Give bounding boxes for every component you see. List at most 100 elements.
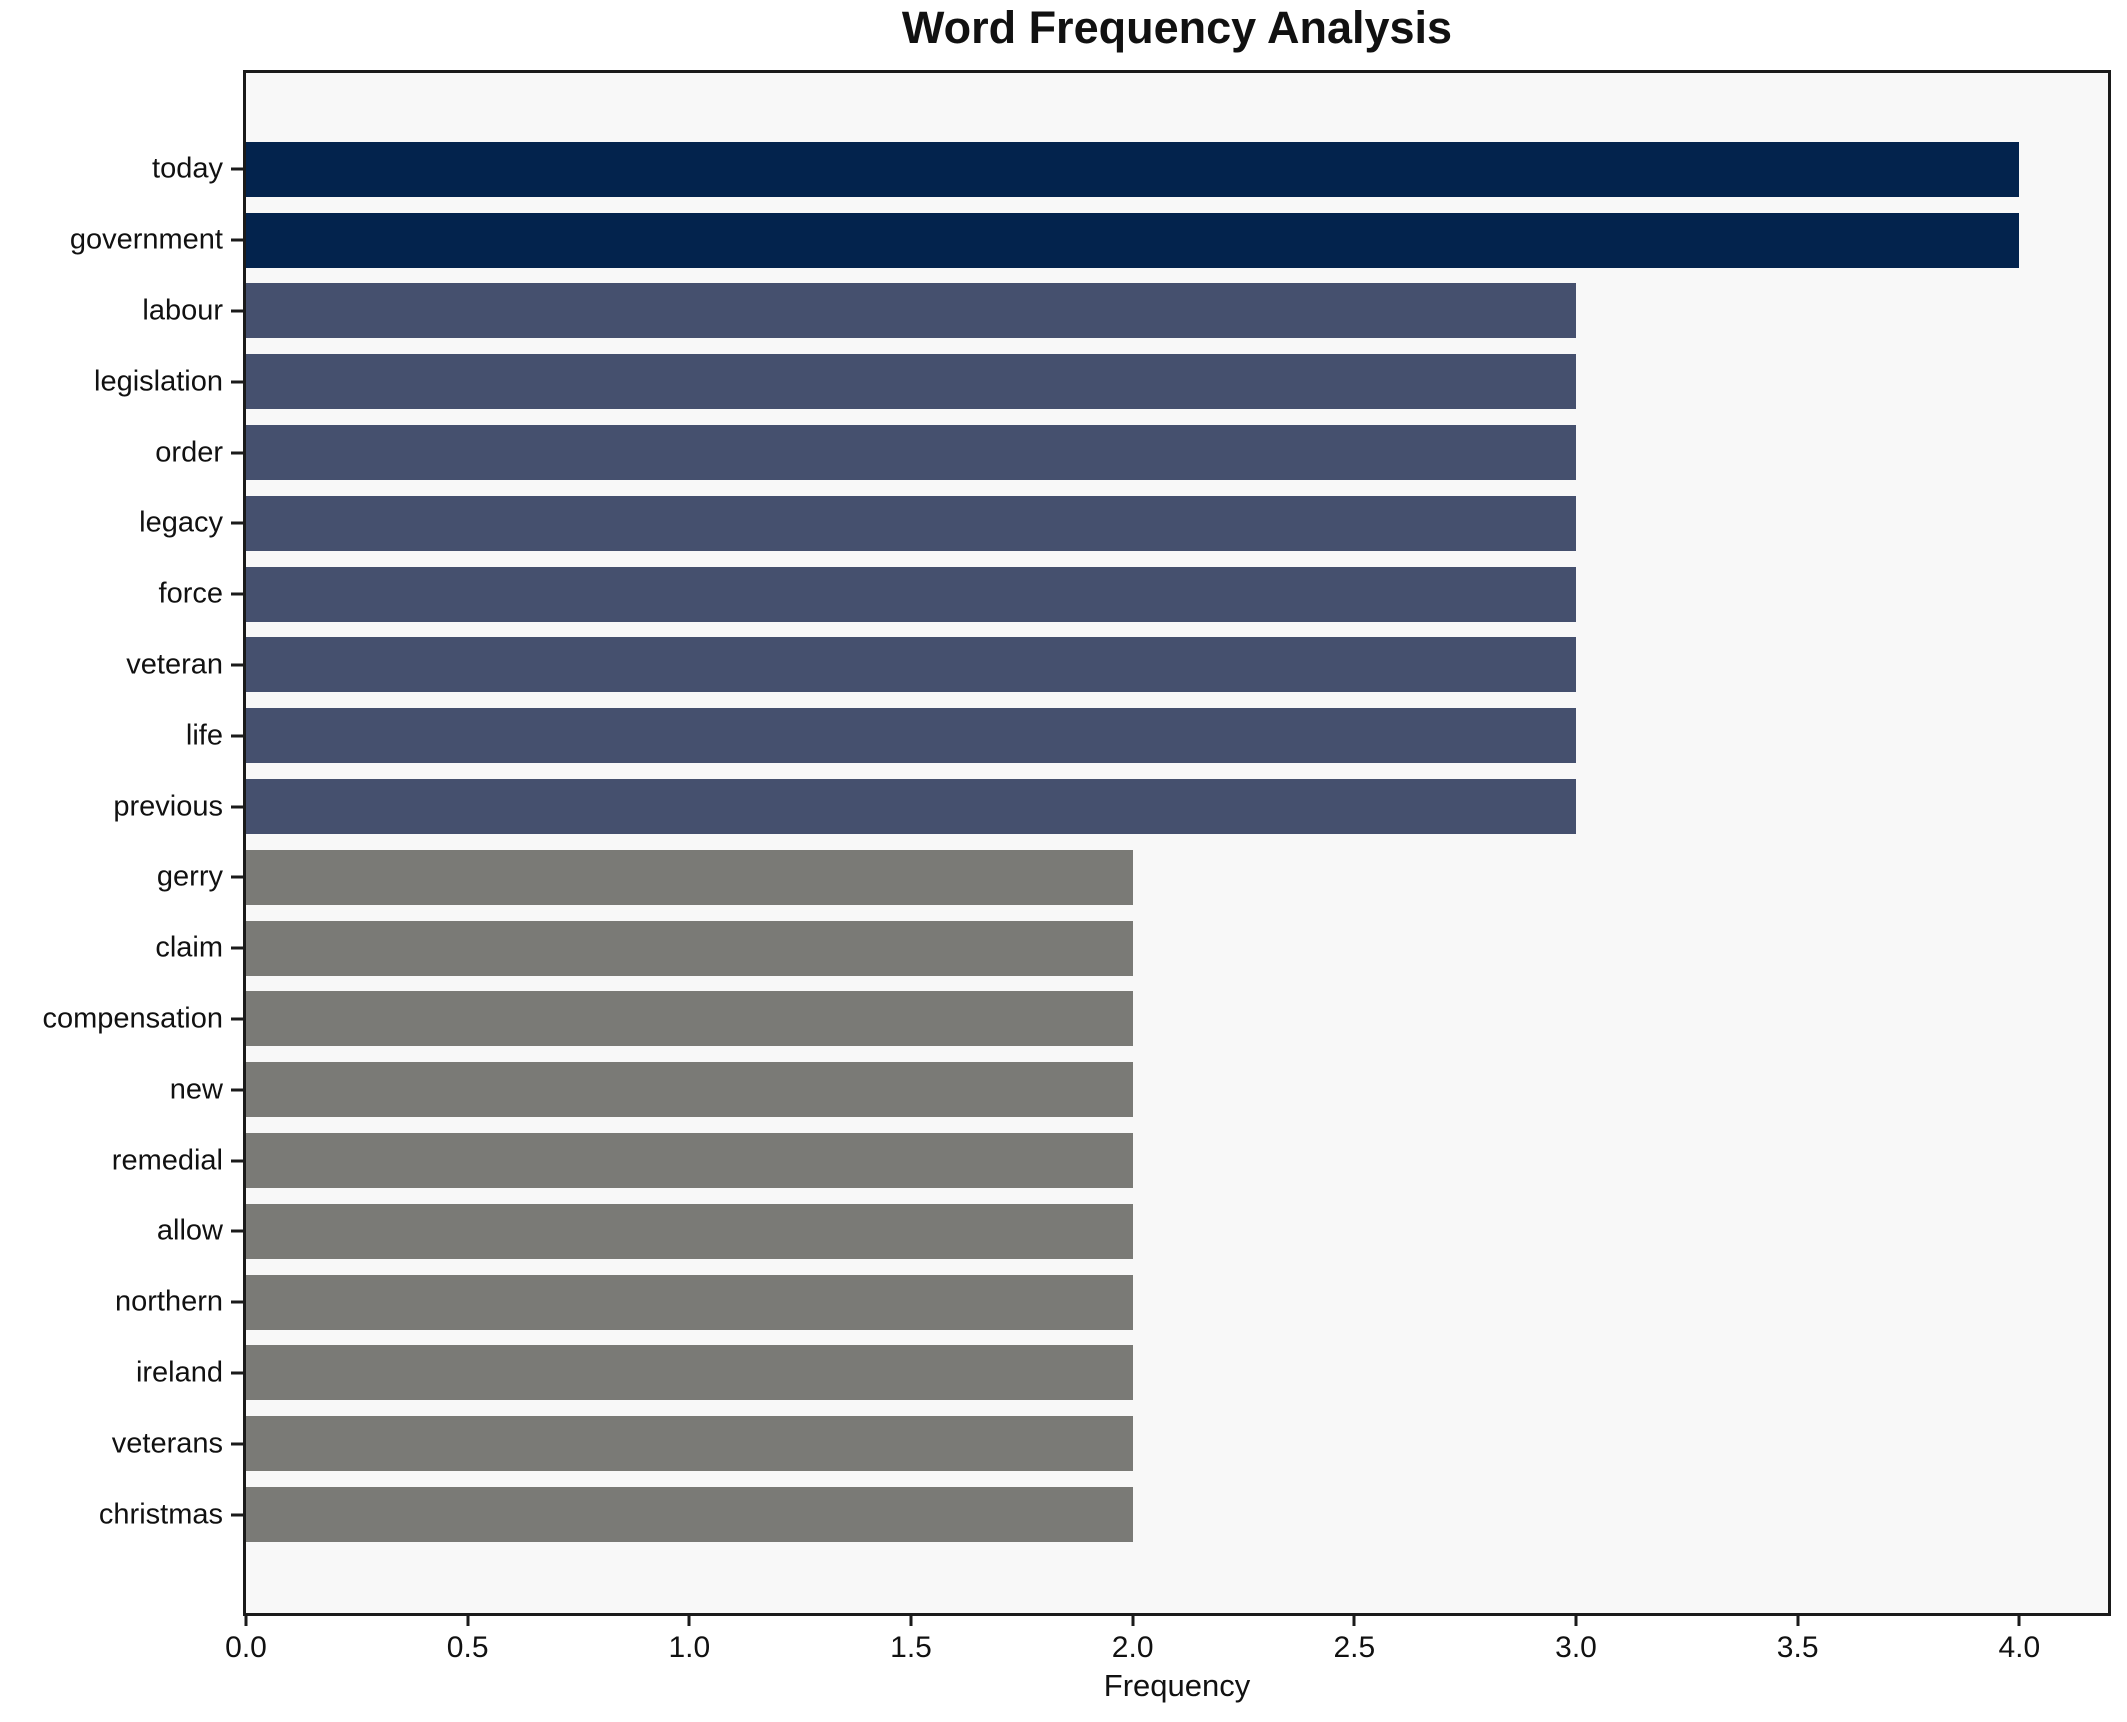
- bar-row-allow: allow: [157, 1196, 2108, 1267]
- y-tick-mark: [231, 1442, 243, 1446]
- y-label-legislation: legislation: [94, 365, 223, 398]
- bar-force: [246, 566, 1576, 622]
- y-tick-mark: [231, 1017, 243, 1021]
- bar-row-legacy: legacy: [139, 488, 2108, 559]
- bar-row-compensation: compensation: [42, 984, 2108, 1055]
- bar-new: [246, 1062, 1133, 1118]
- bar-ireland: [246, 1345, 1133, 1401]
- bar-veterans: [246, 1416, 1133, 1472]
- bar-row-remedial: remedial: [112, 1125, 2108, 1196]
- y-label-compensation: compensation: [42, 1002, 223, 1035]
- y-label-previous: previous: [113, 790, 223, 823]
- x-tick-label: 1.0: [668, 1631, 711, 1664]
- x-tick-mark: [1131, 1616, 1135, 1626]
- y-label-northern: northern: [114, 1285, 223, 1318]
- y-tick-mark: [231, 1513, 243, 1517]
- y-tick-mark: [231, 946, 243, 950]
- bar-row-new: new: [170, 1054, 2108, 1125]
- bar-row-christmas: christmas: [99, 1479, 2108, 1550]
- x-tick-label: 3.0: [1555, 1631, 1597, 1664]
- y-label-life: life: [185, 719, 223, 752]
- bar-christmas: [246, 1487, 1133, 1543]
- x-tick-mark: [687, 1616, 691, 1626]
- bar-labour: [246, 283, 1576, 339]
- x-tick-mark: [1352, 1616, 1356, 1626]
- y-tick-mark: [231, 592, 243, 596]
- y-tick-mark: [231, 663, 243, 667]
- bar-row-labour: labour: [142, 276, 2108, 347]
- x-tick-label: 4.0: [1998, 1631, 2041, 1664]
- y-tick-mark: [231, 451, 243, 455]
- bar-previous: [246, 779, 1576, 835]
- y-label-new: new: [169, 1073, 223, 1106]
- y-label-today: today: [152, 152, 223, 185]
- x-tick-mark: [244, 1616, 248, 1626]
- y-tick-mark: [231, 1088, 243, 1092]
- y-tick-mark: [231, 167, 243, 171]
- x-tick-label: 0.0: [225, 1631, 267, 1664]
- x-tick-label: 0.5: [446, 1631, 489, 1664]
- bar-row-previous: previous: [113, 771, 2108, 842]
- bar-legislation: [246, 354, 1576, 410]
- bar-compensation: [246, 991, 1133, 1047]
- bars-container: today government labour legislation order leg…: [42, 134, 2108, 1550]
- y-tick-mark: [231, 309, 243, 313]
- bar-row-force: force: [159, 559, 2108, 630]
- y-tick-mark: [231, 1300, 243, 1304]
- y-label-christmas: christmas: [98, 1498, 223, 1531]
- y-tick-mark: [231, 521, 243, 525]
- x-tick-mark: [1796, 1616, 1800, 1626]
- bar-government: [246, 212, 2020, 268]
- plot-area: today government labour legislation order leg…: [42, 70, 2111, 1616]
- bar-row-today: today: [152, 134, 2108, 205]
- y-label-remedial: remedial: [111, 1144, 223, 1177]
- bar-row-legislation: legislation: [94, 346, 2108, 417]
- bar-order: [246, 425, 1576, 481]
- x-tick-label: 1.5: [890, 1631, 932, 1664]
- bar-today: [246, 141, 2020, 197]
- bar-row-order: order: [155, 417, 2108, 488]
- bar-row-claim: claim: [155, 913, 2108, 984]
- y-label-legacy: legacy: [139, 506, 223, 539]
- y-tick-mark: [231, 805, 243, 809]
- x-axis-label: Frequency: [1103, 1668, 1251, 1703]
- bar-row-life: life: [186, 700, 2108, 771]
- y-label-claim: claim: [155, 931, 223, 964]
- x-tick-label: 3.5: [1776, 1631, 1819, 1664]
- bar-row-veteran: veteran: [126, 630, 2108, 701]
- bar-veteran: [246, 637, 1576, 693]
- bar-claim: [246, 920, 1133, 976]
- x-tick-mark: [466, 1616, 470, 1626]
- x-tick-mark: [1574, 1616, 1578, 1626]
- y-tick-mark: [231, 1159, 243, 1163]
- chart-title: Word Frequency Analysis: [901, 2, 1453, 53]
- bar-row-government: government: [70, 205, 2108, 276]
- bar-row-northern: northern: [115, 1267, 2108, 1338]
- x-tick-mark: [909, 1616, 913, 1626]
- bar-legacy: [246, 495, 1576, 551]
- bar-row-gerry: gerry: [157, 842, 2108, 913]
- x-tick-mark: [2017, 1616, 2021, 1626]
- bar-allow: [246, 1203, 1133, 1259]
- y-label-force: force: [158, 577, 223, 610]
- y-tick-mark: [231, 734, 243, 738]
- y-label-gerry: gerry: [156, 860, 223, 893]
- y-label-order: order: [155, 436, 223, 469]
- y-tick-mark: [231, 380, 243, 384]
- bar-row-ireland: ireland: [136, 1338, 2108, 1409]
- y-label-allow: allow: [156, 1214, 223, 1247]
- y-label-veterans: veterans: [111, 1427, 223, 1460]
- y-label-labour: labour: [142, 294, 223, 327]
- y-label-government: government: [69, 223, 223, 256]
- y-tick-mark: [231, 238, 243, 242]
- bar-remedial: [246, 1133, 1133, 1189]
- bar-life: [246, 708, 1576, 764]
- y-tick-mark: [231, 1371, 243, 1375]
- y-tick-mark: [231, 1229, 243, 1233]
- y-label-ireland: ireland: [135, 1356, 223, 1389]
- x-tick-label: 2.5: [1333, 1631, 1376, 1664]
- bar-northern: [246, 1274, 1133, 1330]
- x-tick-label: 2.0: [1111, 1631, 1154, 1664]
- bar-row-veterans: veterans: [112, 1408, 2108, 1479]
